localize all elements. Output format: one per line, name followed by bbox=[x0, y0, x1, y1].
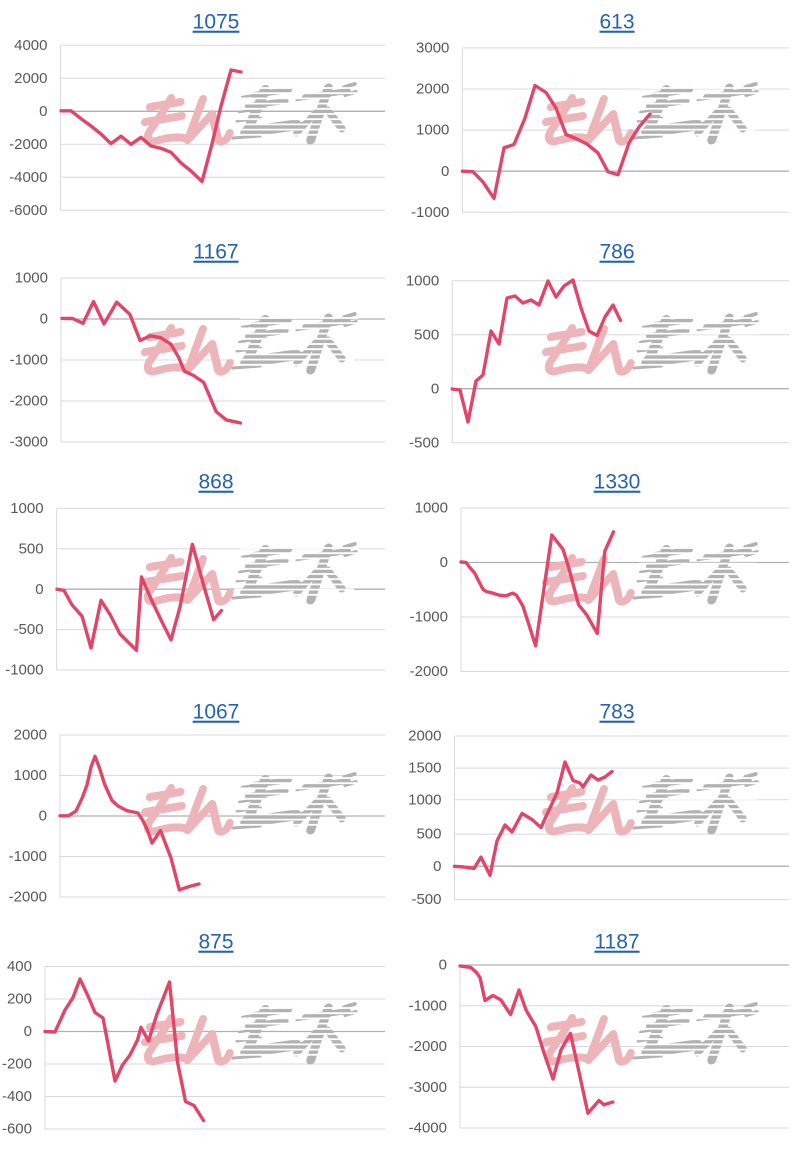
svg-text:-200: -200 bbox=[2, 1056, 32, 1073]
svg-text:868: 868 bbox=[198, 471, 233, 494]
svg-text:786: 786 bbox=[599, 241, 634, 264]
svg-text:3000: 3000 bbox=[416, 40, 449, 57]
svg-text:1000: 1000 bbox=[406, 272, 439, 289]
svg-text:-3000: -3000 bbox=[409, 1079, 447, 1096]
svg-text:4000: 4000 bbox=[14, 37, 47, 54]
svg-text:-1000: -1000 bbox=[9, 848, 47, 865]
svg-text:1000: 1000 bbox=[415, 500, 448, 517]
svg-text:0: 0 bbox=[39, 103, 47, 120]
svg-text:-500: -500 bbox=[409, 434, 439, 451]
svg-text:500: 500 bbox=[414, 326, 439, 343]
svg-text:1000: 1000 bbox=[10, 500, 43, 517]
svg-text:1000: 1000 bbox=[14, 767, 47, 784]
svg-text:-3000: -3000 bbox=[10, 434, 48, 451]
svg-text:-2000: -2000 bbox=[10, 393, 48, 410]
svg-text:500: 500 bbox=[19, 540, 44, 557]
svg-text:1000: 1000 bbox=[416, 122, 449, 139]
svg-text:0: 0 bbox=[439, 957, 447, 974]
svg-text:875: 875 bbox=[198, 931, 233, 954]
svg-text:200: 200 bbox=[7, 991, 32, 1008]
svg-text:2000: 2000 bbox=[14, 70, 47, 87]
svg-text:0: 0 bbox=[40, 311, 48, 328]
svg-text:0: 0 bbox=[39, 808, 47, 825]
svg-text:0: 0 bbox=[24, 1023, 32, 1040]
svg-text:-600: -600 bbox=[2, 1121, 32, 1138]
svg-text:-6000: -6000 bbox=[9, 202, 47, 219]
svg-text:1000: 1000 bbox=[15, 270, 48, 287]
svg-text:0: 0 bbox=[440, 554, 448, 571]
svg-text:-1000: -1000 bbox=[5, 662, 43, 679]
svg-text:-4000: -4000 bbox=[9, 169, 47, 186]
svg-text:0: 0 bbox=[431, 380, 439, 397]
svg-text:-2000: -2000 bbox=[410, 663, 448, 680]
svg-text:1075: 1075 bbox=[193, 11, 240, 34]
svg-text:2000: 2000 bbox=[14, 727, 47, 744]
svg-text:1167: 1167 bbox=[193, 241, 238, 264]
svg-text:1187: 1187 bbox=[594, 931, 639, 954]
svg-text:-2000: -2000 bbox=[9, 889, 47, 906]
svg-text:0: 0 bbox=[433, 858, 441, 875]
svg-text:783: 783 bbox=[599, 701, 634, 724]
svg-text:-2000: -2000 bbox=[409, 1038, 447, 1055]
svg-text:-2000: -2000 bbox=[9, 136, 47, 153]
svg-text:-1000: -1000 bbox=[10, 352, 48, 369]
svg-text:1500: 1500 bbox=[408, 760, 441, 777]
svg-text:-1000: -1000 bbox=[411, 204, 449, 221]
svg-text:-1000: -1000 bbox=[409, 997, 447, 1014]
svg-text:500: 500 bbox=[416, 826, 441, 843]
svg-text:-500: -500 bbox=[411, 891, 441, 908]
svg-text:-400: -400 bbox=[2, 1088, 32, 1105]
svg-text:1067: 1067 bbox=[193, 701, 240, 724]
svg-text:2000: 2000 bbox=[408, 728, 441, 745]
svg-text:1000: 1000 bbox=[408, 791, 441, 808]
svg-text:-500: -500 bbox=[14, 621, 44, 638]
svg-text:0: 0 bbox=[35, 581, 43, 598]
svg-text:2000: 2000 bbox=[416, 81, 449, 98]
svg-text:613: 613 bbox=[599, 11, 634, 34]
svg-text:0: 0 bbox=[441, 163, 449, 180]
svg-text:400: 400 bbox=[7, 958, 32, 975]
svg-text:-1000: -1000 bbox=[410, 609, 448, 626]
svg-text:1330: 1330 bbox=[594, 471, 641, 494]
svg-text:-4000: -4000 bbox=[409, 1120, 447, 1137]
